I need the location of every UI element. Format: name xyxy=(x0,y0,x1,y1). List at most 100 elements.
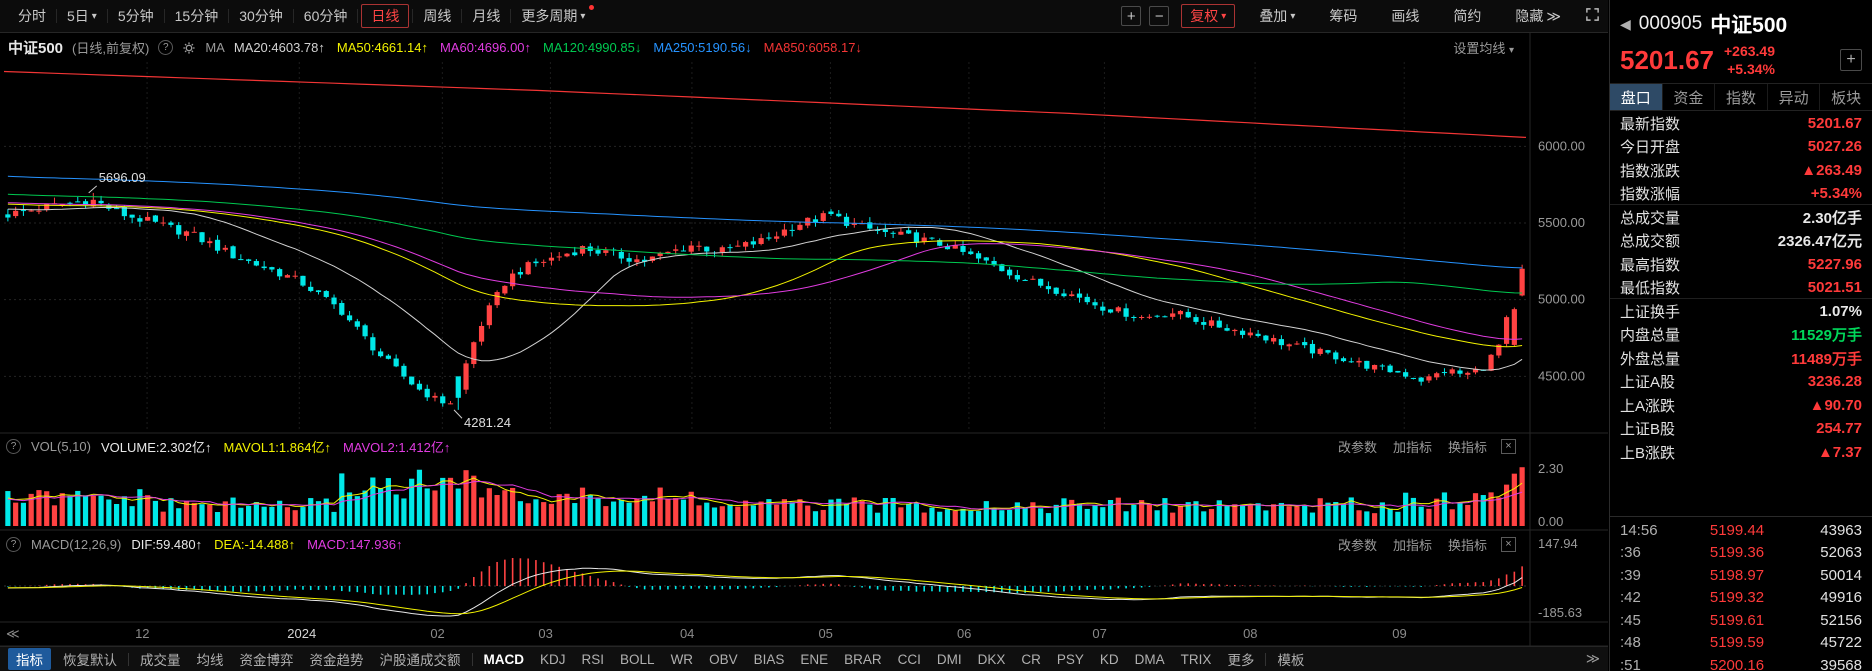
close-icon[interactable]: × xyxy=(1501,438,1516,454)
indicator-资金博弈[interactable]: 资金博弈 xyxy=(239,653,294,668)
indicator-CCI[interactable]: CCI xyxy=(897,651,921,667)
scroll-left-icon[interactable]: ≪ xyxy=(6,626,20,641)
tool-复权[interactable]: 复权 ▾ xyxy=(1181,4,1236,28)
period-toolbar: 分时 5日 ▾ 5分钟 15分钟 30分钟 60分钟 日线 周线 月线 更多周期 ▾ + − 复权 ▾ 叠加 ▾ 筹… xyxy=(0,0,1608,33)
x-axis: ≪ 12 2024 02 03 04 05 06 07 08 09 xyxy=(0,622,1530,646)
indicator-均线[interactable]: 均线 xyxy=(196,653,224,668)
tool-label: 筹码 xyxy=(1329,8,1358,24)
indicator-沪股通成交额[interactable]: 沪股通成交额 xyxy=(379,653,461,668)
help-icon[interactable]: ? xyxy=(6,536,21,552)
tab-指数[interactable]: 指数 xyxy=(1714,84,1767,111)
back-icon[interactable]: ◀ xyxy=(1620,15,1631,32)
svg-text:2.30: 2.30 xyxy=(1538,461,1563,476)
help-icon[interactable]: ? xyxy=(158,40,174,55)
close-icon[interactable]: × xyxy=(1501,536,1516,552)
period-5日[interactable]: 5日 ▾ xyxy=(57,4,107,28)
ma-legend-item: MA850:6058.17↓ xyxy=(763,40,862,55)
indicator-RSI[interactable]: RSI xyxy=(581,651,605,667)
indicator-MACD[interactable]: MACD xyxy=(483,651,525,667)
indicator-DKX[interactable]: DKX xyxy=(977,651,1006,667)
separator xyxy=(510,9,512,23)
tab-盘口[interactable]: 盘口 xyxy=(1610,84,1662,111)
volume-actions: 改参数 加指标 换指标 xyxy=(1338,437,1487,456)
indicator-KDJ[interactable]: KDJ xyxy=(540,651,566,667)
action-加指标[interactable]: 加指标 xyxy=(1392,537,1432,553)
chart-mode-label: (日线,前复权) xyxy=(72,41,150,56)
svg-text:4500.00: 4500.00 xyxy=(1538,368,1585,383)
volume-panel-header: ? VOL(5,10) VOLUME:2.302亿↑ MAVOL1:1.864亿↑… xyxy=(0,435,1522,457)
indicator-指标[interactable]: 指标 xyxy=(8,648,51,670)
tab-异动[interactable]: 异动 xyxy=(1766,84,1820,111)
indicator-TRIX[interactable]: TRIX xyxy=(1180,651,1212,667)
field-row: 上B涨跌 ▲7.37 xyxy=(1610,440,1872,464)
period-label: 周线 xyxy=(423,8,452,24)
action-加指标[interactable]: 加指标 xyxy=(1392,439,1432,455)
fullscreen-icon[interactable] xyxy=(1585,7,1600,25)
x-label-08: 08 xyxy=(1243,626,1258,641)
svg-text:4281.24: 4281.24 xyxy=(464,415,511,430)
separator xyxy=(471,652,473,666)
volume-panel-title: VOL(5,10) xyxy=(31,438,91,454)
indicator-成交量[interactable]: 成交量 xyxy=(140,653,181,668)
legend-item: VOLUME:2.302亿↑ xyxy=(100,439,212,455)
x-label-02: 02 xyxy=(430,626,445,641)
tool-简约[interactable]: 简约 xyxy=(1443,4,1491,28)
tool-筹码[interactable]: 筹码 xyxy=(1319,4,1367,28)
indicator-KD[interactable]: KD xyxy=(1099,651,1119,667)
tick-row: :45 5199.61 52156 xyxy=(1610,609,1872,632)
indicator-BRAR[interactable]: BRAR xyxy=(844,651,882,667)
tick-volume: 45722 xyxy=(1820,634,1862,652)
field-value: ▲263.49 xyxy=(1801,161,1862,179)
field-label: 今日开盘 xyxy=(1620,139,1681,157)
ma-settings-button[interactable]: 设置均线 ▾ xyxy=(1453,38,1514,57)
add-button[interactable]: + xyxy=(1840,49,1862,72)
tab-板块[interactable]: 板块 xyxy=(1819,84,1872,111)
period-分时[interactable]: 分时 xyxy=(8,4,56,28)
indicator-ENE[interactable]: ENE xyxy=(800,651,829,667)
period-日线[interactable]: 日线 xyxy=(361,4,410,28)
chart-header: 中证500 (日线,前复权) ? MA MA20:4603.78↑ MA50:46… xyxy=(0,33,1530,62)
tick-volume: 52063 xyxy=(1820,544,1862,562)
period-月线[interactable]: 月线 xyxy=(462,4,510,28)
help-icon[interactable]: ? xyxy=(6,438,21,454)
tab-资金[interactable]: 资金 xyxy=(1661,84,1715,111)
gear-icon[interactable] xyxy=(182,41,196,55)
indicator-BOLL[interactable]: BOLL xyxy=(620,651,655,667)
tool-叠加[interactable]: 叠加 ▾ xyxy=(1249,4,1305,28)
action-改参数[interactable]: 改参数 xyxy=(1337,439,1377,455)
indicator-更多[interactable]: 更多 xyxy=(1227,653,1255,668)
macd-panel-title: MACD(12,26,9) xyxy=(31,536,122,552)
scroll-right-icon[interactable]: ≫ xyxy=(1585,651,1600,666)
field-label: 外盘总量 xyxy=(1620,350,1681,368)
action-换指标[interactable]: 换指标 xyxy=(1447,537,1487,553)
tool-隐藏[interactable]: 隐藏 ≫ xyxy=(1505,4,1571,28)
period-15分钟[interactable]: 15分钟 xyxy=(165,4,229,28)
period-30分钟[interactable]: 30分钟 xyxy=(229,4,293,28)
action-换指标[interactable]: 换指标 xyxy=(1447,439,1487,455)
period-60分钟[interactable]: 60分钟 xyxy=(294,4,358,28)
indicator-模板[interactable]: 模板 xyxy=(1277,653,1305,668)
indicator-恢复默认[interactable]: 恢复默认 xyxy=(63,653,117,668)
zoom-in-button[interactable]: + xyxy=(1121,6,1142,26)
indicator-WR[interactable]: WR xyxy=(670,651,694,667)
indicator-PSY[interactable]: PSY xyxy=(1056,651,1084,667)
tick-time: :51 xyxy=(1620,656,1641,671)
tick-row: :51 5200.16 39568 xyxy=(1610,654,1872,671)
action-改参数[interactable]: 改参数 xyxy=(1337,537,1377,553)
indicator-DMI[interactable]: DMI xyxy=(936,651,962,667)
zoom-out-button[interactable]: − xyxy=(1149,6,1170,26)
indicator-资金趋势[interactable]: 资金趋势 xyxy=(309,653,364,668)
indicator-DMA[interactable]: DMA xyxy=(1134,651,1165,667)
period-5分钟[interactable]: 5分钟 xyxy=(108,4,164,28)
macd-legend: DIF:59.480↑ DEA:-14.488↑ MACD:147.936↑ xyxy=(131,537,402,552)
period-更多周期[interactable]: 更多周期 ▾ xyxy=(511,4,595,28)
tool-画线[interactable]: 画线 xyxy=(1381,4,1429,28)
indicator-CR[interactable]: CR xyxy=(1021,651,1041,667)
x-label-2024: 2024 xyxy=(287,626,317,641)
period-周线[interactable]: 周线 xyxy=(413,4,461,28)
field-value: 11489万手 xyxy=(1791,350,1862,368)
main-chart-canvas[interactable]: 6000.00 5500.00 5000.00 4500.00 5696.09 4281.… xyxy=(0,0,1608,671)
indicator-OBV[interactable]: OBV xyxy=(709,651,738,667)
stock-name: 中证500 xyxy=(1710,14,1788,37)
indicator-BIAS[interactable]: BIAS xyxy=(753,651,785,667)
